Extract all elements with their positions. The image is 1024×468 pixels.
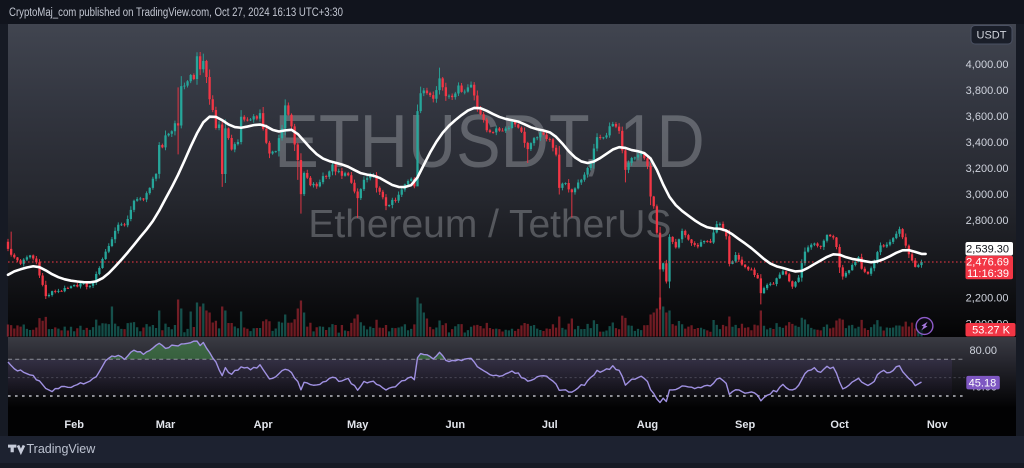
svg-text:Sep: Sep (735, 419, 755, 431)
svg-text:80.00: 80.00 (969, 345, 997, 357)
svg-text:11:16:39: 11:16:39 (967, 268, 1009, 280)
svg-text:Oct: Oct (830, 419, 849, 431)
svg-text:CryptoMaj_com published on Tra: CryptoMaj_com published on TradingView.c… (9, 7, 343, 19)
svg-text:4,000.00: 4,000.00 (966, 59, 1009, 71)
svg-text:Ethereum / TetherUS: Ethereum / TetherUS (308, 203, 671, 246)
svg-text:3,400.00: 3,400.00 (966, 137, 1009, 149)
svg-text:TradingView: TradingView (27, 442, 97, 456)
svg-text:Aug: Aug (637, 419, 658, 431)
svg-text:2,539.30: 2,539.30 (966, 244, 1009, 256)
svg-text:2,476.69: 2,476.69 (966, 256, 1009, 268)
svg-text:USDT: USDT (977, 30, 1007, 42)
svg-text:Mar: Mar (156, 419, 176, 431)
svg-text:45.18: 45.18 (969, 377, 997, 389)
svg-text:3,600.00: 3,600.00 (966, 111, 1009, 123)
svg-text:3,000.00: 3,000.00 (966, 189, 1009, 201)
svg-text:Feb: Feb (64, 419, 84, 431)
svg-text:Nov: Nov (927, 419, 949, 431)
svg-text:Jun: Jun (446, 419, 466, 431)
svg-text:3,200.00: 3,200.00 (966, 163, 1009, 175)
svg-text:3,800.00: 3,800.00 (966, 85, 1009, 97)
svg-text:53.27 K: 53.27 K (972, 325, 1011, 337)
svg-text:2,200.00: 2,200.00 (966, 293, 1009, 305)
svg-text:Apr: Apr (254, 419, 274, 431)
svg-text:Jul: Jul (542, 419, 558, 431)
svg-text:2,800.00: 2,800.00 (966, 215, 1009, 227)
svg-text:May: May (347, 419, 369, 431)
